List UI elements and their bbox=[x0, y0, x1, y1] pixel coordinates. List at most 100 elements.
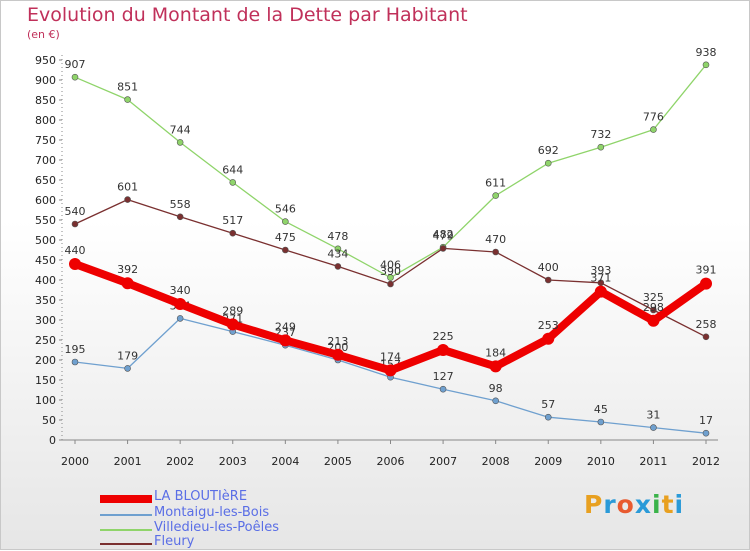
data-point bbox=[71, 73, 79, 81]
y-tick-label: 850 bbox=[35, 94, 56, 107]
data-label: 393 bbox=[590, 264, 611, 277]
x-tick-label: 2008 bbox=[482, 455, 510, 468]
data-point bbox=[176, 315, 184, 322]
data-label: 289 bbox=[222, 304, 243, 317]
x-tick-label: 2001 bbox=[114, 455, 142, 468]
data-label: 732 bbox=[590, 128, 611, 141]
data-point bbox=[282, 246, 289, 254]
data-label: 127 bbox=[433, 370, 454, 383]
data-point bbox=[544, 159, 552, 167]
data-point bbox=[331, 348, 344, 361]
legend-swatch bbox=[100, 495, 152, 503]
x-tick-label: 2000 bbox=[61, 455, 89, 468]
x-tick-label: 2003 bbox=[219, 455, 247, 468]
y-tick-label: 200 bbox=[35, 354, 56, 367]
legend-label: Montaigu-les-Bois bbox=[154, 505, 270, 520]
legend-label: Villedieu-les-Poêles bbox=[154, 520, 280, 535]
y-tick-label: 0 bbox=[49, 434, 56, 447]
logo-letter: i bbox=[652, 490, 662, 519]
data-point bbox=[544, 276, 552, 284]
data-label: 184 bbox=[485, 346, 506, 359]
data-label: 479 bbox=[433, 229, 454, 242]
data-point bbox=[71, 358, 79, 366]
logo-letter: o bbox=[616, 490, 635, 519]
legend-swatch bbox=[100, 543, 152, 545]
data-point bbox=[174, 298, 187, 310]
data-label: 371 bbox=[590, 272, 611, 285]
data-point bbox=[71, 220, 79, 228]
y-tick-label: 650 bbox=[35, 174, 56, 187]
data-point bbox=[700, 277, 712, 290]
x-tick-label: 2006 bbox=[377, 455, 405, 468]
data-point bbox=[124, 196, 131, 203]
y-tick-label: 600 bbox=[35, 194, 56, 207]
x-tick-label: 2009 bbox=[534, 455, 562, 468]
data-point bbox=[439, 245, 447, 252]
x-tick-label: 2005 bbox=[324, 455, 352, 468]
data-point bbox=[69, 258, 81, 270]
data-point bbox=[650, 424, 657, 431]
data-label: 174 bbox=[380, 350, 401, 363]
y-tick-label: 550 bbox=[35, 214, 56, 227]
data-label: 400 bbox=[538, 261, 559, 274]
data-label: 475 bbox=[275, 231, 296, 244]
data-point bbox=[492, 397, 499, 405]
y-tick-label: 100 bbox=[35, 394, 56, 407]
data-label: 249 bbox=[275, 320, 296, 333]
data-point bbox=[334, 263, 342, 270]
legend-swatch bbox=[100, 514, 152, 516]
data-label: 195 bbox=[65, 343, 86, 356]
data-label: 540 bbox=[65, 205, 86, 218]
y-tick-label: 400 bbox=[35, 274, 56, 287]
x-tick-label: 2011 bbox=[639, 455, 667, 468]
data-label: 692 bbox=[538, 144, 559, 157]
legend-label: Fleury bbox=[154, 534, 195, 549]
data-point bbox=[282, 218, 289, 225]
data-label: 478 bbox=[327, 230, 348, 243]
data-point bbox=[594, 285, 607, 298]
data-label: 179 bbox=[117, 349, 138, 362]
y-tick-label: 450 bbox=[35, 254, 56, 267]
legend-label: LA BLOUTIèRE bbox=[154, 489, 248, 504]
y-tick-label: 300 bbox=[35, 314, 56, 327]
y-tick-label: 250 bbox=[35, 334, 56, 347]
data-label: 325 bbox=[643, 291, 664, 304]
data-point bbox=[229, 229, 237, 237]
data-label: 340 bbox=[170, 284, 191, 297]
data-point bbox=[124, 365, 131, 372]
data-point bbox=[647, 314, 660, 327]
logo-letter: t bbox=[661, 490, 675, 519]
data-label: 17 bbox=[699, 414, 713, 427]
logo-letter: i bbox=[674, 490, 685, 519]
data-label: 225 bbox=[433, 330, 454, 343]
y-tick-label: 700 bbox=[35, 154, 56, 167]
data-point bbox=[544, 413, 552, 421]
data-label: 390 bbox=[380, 265, 401, 278]
data-point bbox=[176, 139, 184, 146]
y-tick-label: 350 bbox=[35, 294, 56, 307]
x-tick-label: 2007 bbox=[429, 455, 457, 468]
proxiti-logo: Proxiti bbox=[584, 490, 684, 519]
y-tick-label: 800 bbox=[35, 114, 56, 127]
x-tick-label: 2004 bbox=[271, 455, 299, 468]
data-label: 611 bbox=[485, 177, 506, 190]
data-point bbox=[334, 245, 342, 253]
logo-letter: r bbox=[603, 490, 617, 519]
data-label: 558 bbox=[170, 198, 191, 211]
x-tick-label: 2002 bbox=[166, 455, 194, 468]
data-point bbox=[279, 334, 292, 347]
data-point bbox=[597, 143, 605, 151]
data-point bbox=[387, 274, 394, 281]
data-label: 601 bbox=[117, 181, 138, 194]
data-label: 406 bbox=[380, 259, 401, 272]
x-tick-label: 2012 bbox=[692, 455, 720, 468]
chart-title: Evolution du Montant de la Dette par Hab… bbox=[27, 4, 468, 26]
data-label: 31 bbox=[646, 409, 660, 422]
data-label: 482 bbox=[433, 228, 454, 241]
data-point bbox=[489, 360, 502, 373]
data-label: 98 bbox=[489, 382, 503, 395]
data-point bbox=[437, 344, 450, 356]
data-point bbox=[229, 179, 237, 186]
y-tick-label: 900 bbox=[35, 74, 56, 87]
